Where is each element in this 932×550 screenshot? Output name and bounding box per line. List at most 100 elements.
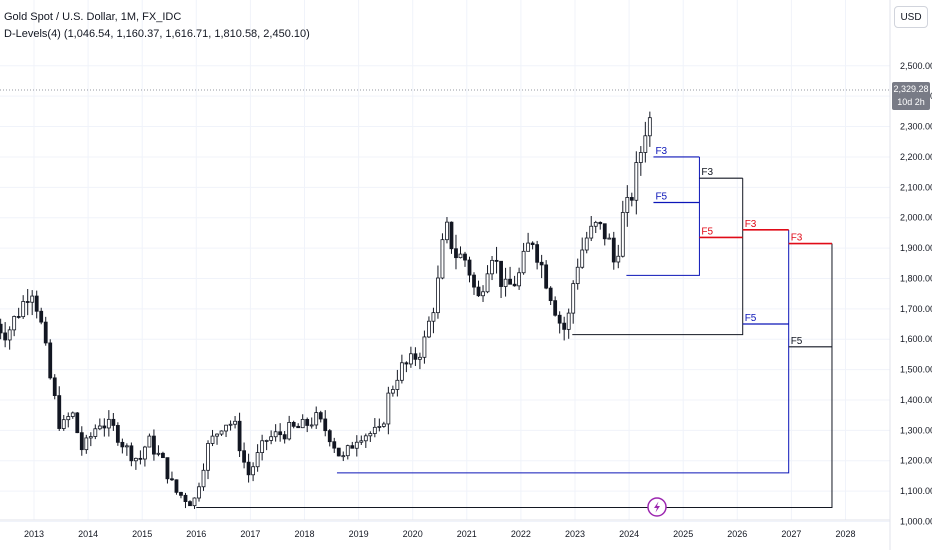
candle[interactable] xyxy=(48,339,53,380)
candle[interactable] xyxy=(602,223,607,246)
candle[interactable] xyxy=(332,437,337,453)
candle[interactable] xyxy=(84,434,89,454)
candle[interactable] xyxy=(318,410,323,423)
candle[interactable] xyxy=(0,318,3,340)
candle[interactable] xyxy=(206,440,210,480)
candle[interactable] xyxy=(16,307,21,319)
candle[interactable] xyxy=(111,413,116,431)
candle[interactable] xyxy=(359,435,364,445)
candle[interactable] xyxy=(57,386,62,431)
candle[interactable] xyxy=(233,416,237,429)
candle[interactable] xyxy=(431,307,436,334)
candle[interactable] xyxy=(34,290,39,319)
candle[interactable] xyxy=(129,442,134,467)
candle[interactable] xyxy=(25,288,30,316)
candle[interactable] xyxy=(589,215,594,242)
candle[interactable] xyxy=(530,241,535,250)
candle[interactable] xyxy=(336,447,341,457)
candle[interactable] xyxy=(485,265,490,294)
candle[interactable] xyxy=(368,431,373,442)
candle[interactable] xyxy=(427,316,431,339)
candle[interactable] xyxy=(133,457,138,470)
candle[interactable] xyxy=(445,217,449,244)
candle[interactable] xyxy=(499,260,503,299)
candle[interactable] xyxy=(143,445,147,467)
candle[interactable] xyxy=(242,442,246,469)
candle[interactable] xyxy=(323,410,328,437)
candle[interactable] xyxy=(616,244,621,269)
candle[interactable] xyxy=(562,316,567,341)
candle[interactable] xyxy=(598,221,603,230)
candle[interactable] xyxy=(566,308,571,339)
candle[interactable] xyxy=(287,415,292,441)
candle[interactable] xyxy=(93,424,98,440)
candle[interactable] xyxy=(156,445,161,457)
candle[interactable] xyxy=(372,418,377,438)
candle[interactable] xyxy=(611,231,616,270)
candle[interactable] xyxy=(422,330,427,364)
candle[interactable] xyxy=(620,200,625,258)
candle[interactable] xyxy=(314,406,319,429)
candle[interactable] xyxy=(179,491,183,499)
candle[interactable] xyxy=(309,417,314,429)
candle[interactable] xyxy=(472,272,476,295)
candle[interactable] xyxy=(201,463,206,491)
candle[interactable] xyxy=(228,420,233,431)
candle[interactable] xyxy=(52,374,57,400)
candle[interactable] xyxy=(503,267,508,297)
candle[interactable] xyxy=(102,418,107,437)
candle[interactable] xyxy=(341,451,346,462)
candle[interactable] xyxy=(120,438,125,454)
candle[interactable] xyxy=(557,311,562,334)
currency-button[interactable]: USD xyxy=(894,6,928,28)
candle[interactable] xyxy=(436,265,440,319)
candle[interactable] xyxy=(183,492,188,509)
candle[interactable] xyxy=(79,426,84,456)
candle[interactable] xyxy=(449,221,454,254)
candle[interactable] xyxy=(273,424,278,442)
candle[interactable] xyxy=(408,346,413,368)
candle[interactable] xyxy=(386,386,391,435)
candle[interactable] xyxy=(467,256,472,283)
candle[interactable] xyxy=(481,285,485,302)
candle[interactable] xyxy=(174,479,179,495)
candle[interactable] xyxy=(224,424,228,438)
candle[interactable] xyxy=(197,482,201,502)
candle[interactable] xyxy=(629,192,634,207)
candle[interactable] xyxy=(192,497,197,509)
candle[interactable] xyxy=(584,231,589,254)
candle[interactable] xyxy=(494,246,499,274)
lightning-icon[interactable] xyxy=(647,497,667,517)
candle[interactable] xyxy=(264,439,269,451)
candle[interactable] xyxy=(454,234,458,270)
indicator-legend[interactable]: D-Levels(4) (1,046.54, 1,160.37, 1,616.7… xyxy=(4,28,310,40)
candle[interactable] xyxy=(327,429,332,447)
symbol-legend[interactable]: Gold Spot / U.S. Dollar, 1M, FX_IDC xyxy=(4,11,182,23)
candle[interactable] xyxy=(43,316,48,346)
candle[interactable] xyxy=(535,240,540,270)
candle[interactable] xyxy=(269,430,274,445)
candle[interactable] xyxy=(395,369,400,397)
candle[interactable] xyxy=(305,417,310,433)
candle[interactable] xyxy=(638,146,643,176)
candle[interactable] xyxy=(170,471,174,482)
candle[interactable] xyxy=(106,410,111,437)
candle[interactable] xyxy=(575,258,580,290)
candle[interactable] xyxy=(70,411,75,419)
candle[interactable] xyxy=(512,275,517,287)
candle[interactable] xyxy=(607,233,612,240)
candle[interactable] xyxy=(381,421,386,428)
candle[interactable] xyxy=(508,266,512,285)
candle[interactable] xyxy=(30,290,35,316)
candle[interactable] xyxy=(215,433,219,445)
candle[interactable] xyxy=(544,260,549,290)
candle[interactable] xyxy=(260,434,265,461)
candle[interactable] xyxy=(3,322,8,348)
candle[interactable] xyxy=(296,423,301,429)
candle[interactable] xyxy=(571,280,576,324)
candle[interactable] xyxy=(526,232,531,252)
candle[interactable] xyxy=(490,255,494,281)
candle[interactable] xyxy=(66,412,71,428)
candle[interactable] xyxy=(643,121,648,163)
